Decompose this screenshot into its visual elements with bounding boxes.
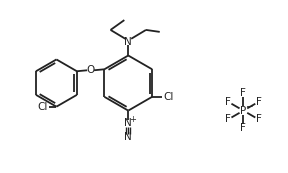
Text: O: O (86, 65, 95, 75)
Text: Cl: Cl (37, 102, 48, 112)
Text: N: N (124, 118, 132, 128)
Text: F: F (240, 123, 246, 133)
Text: N: N (124, 37, 132, 47)
Text: +: + (129, 115, 136, 124)
Text: F: F (256, 115, 262, 124)
Text: F: F (256, 97, 262, 107)
Text: P: P (240, 106, 247, 116)
Text: F: F (240, 88, 246, 98)
Text: −: − (245, 101, 252, 110)
Text: Cl: Cl (163, 92, 173, 102)
Text: F: F (225, 115, 231, 124)
Text: N: N (124, 132, 132, 142)
Text: F: F (225, 97, 231, 107)
